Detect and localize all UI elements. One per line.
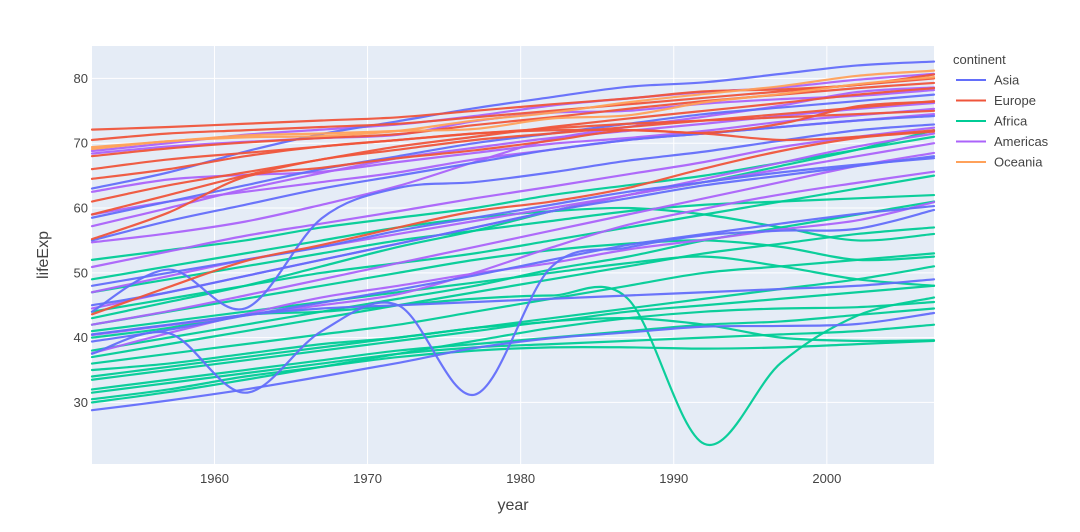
plot-lines <box>90 60 936 447</box>
x-tick-label: 1980 <box>506 471 535 486</box>
americas-line-4[interactable] <box>90 86 936 244</box>
x-tick-label: 2000 <box>812 471 841 486</box>
legend-item-americas[interactable]: Americas <box>956 134 1049 149</box>
europe-line-6[interactable] <box>90 99 936 216</box>
europe-line-1[interactable] <box>90 73 936 131</box>
asia-line-6[interactable] <box>90 114 936 242</box>
europe-line-0[interactable] <box>90 100 936 241</box>
asia-line-9[interactable] <box>90 278 936 336</box>
asia-line-2[interactable] <box>90 204 936 343</box>
x-tick-label: 1960 <box>200 471 229 486</box>
europe-line-5[interactable] <box>90 77 936 142</box>
africa-line-3[interactable] <box>90 316 936 381</box>
legend-item-africa[interactable]: Africa <box>956 114 1028 129</box>
y-tick-label: 70 <box>74 136 88 151</box>
y-tick-label: 50 <box>74 265 88 280</box>
americas-line-6[interactable] <box>90 101 936 228</box>
legend-label: Africa <box>994 114 1028 129</box>
x-axis-ticks: 1960 1970 1980 1990 2000 <box>200 471 841 486</box>
africa-line-6[interactable] <box>90 252 936 365</box>
y-tick-label: 80 <box>74 71 88 86</box>
europe-line-8[interactable] <box>90 130 936 316</box>
africa-line-11[interactable] <box>90 323 936 394</box>
y-tick-label: 40 <box>74 330 88 345</box>
americas-line-2[interactable] <box>90 126 936 269</box>
africa-line-15[interactable] <box>90 226 936 359</box>
asia-line-5[interactable] <box>90 157 936 287</box>
oceania-line-1[interactable] <box>90 76 936 149</box>
legend-label: Europe <box>994 93 1036 108</box>
africa-line-0[interactable] <box>90 300 936 404</box>
y-tick-label: 30 <box>74 395 88 410</box>
legend-label: Oceania <box>994 155 1043 170</box>
y-axis-title: lifeExp <box>35 231 52 279</box>
x-tick-label: 1970 <box>353 471 382 486</box>
x-tick-label: 1990 <box>659 471 688 486</box>
legend-title: continent <box>953 52 1006 67</box>
oceania-line-0[interactable] <box>90 69 936 151</box>
asia-line-7[interactable] <box>90 155 936 307</box>
europe-line-7[interactable] <box>90 128 936 171</box>
legend-item-asia[interactable]: Asia <box>956 73 1020 88</box>
americas-line-8[interactable] <box>90 151 936 326</box>
africa-line-16[interactable] <box>90 255 936 333</box>
y-axis-ticks: 30 40 50 60 70 80 <box>74 71 88 410</box>
africa-line-13[interactable] <box>90 339 936 401</box>
legend[interactable]: continent Asia Europe Africa Americas Oceani… <box>953 52 1049 170</box>
asia-line-1[interactable] <box>90 208 936 396</box>
asia-line-8[interactable] <box>90 93 936 219</box>
legend-item-oceania[interactable]: Oceania <box>956 155 1043 170</box>
x-axis-title: year <box>497 497 529 514</box>
y-tick-label: 60 <box>74 201 88 216</box>
legend-item-europe[interactable]: Europe <box>956 93 1036 108</box>
africa-line-5[interactable] <box>90 239 936 326</box>
africa-line-8[interactable] <box>90 307 936 391</box>
legend-label: Americas <box>994 134 1049 149</box>
africa-line-10[interactable] <box>90 174 936 313</box>
legend-label: Asia <box>994 73 1020 88</box>
africa-line-9[interactable] <box>90 284 936 372</box>
americas-line-0[interactable] <box>90 107 936 193</box>
